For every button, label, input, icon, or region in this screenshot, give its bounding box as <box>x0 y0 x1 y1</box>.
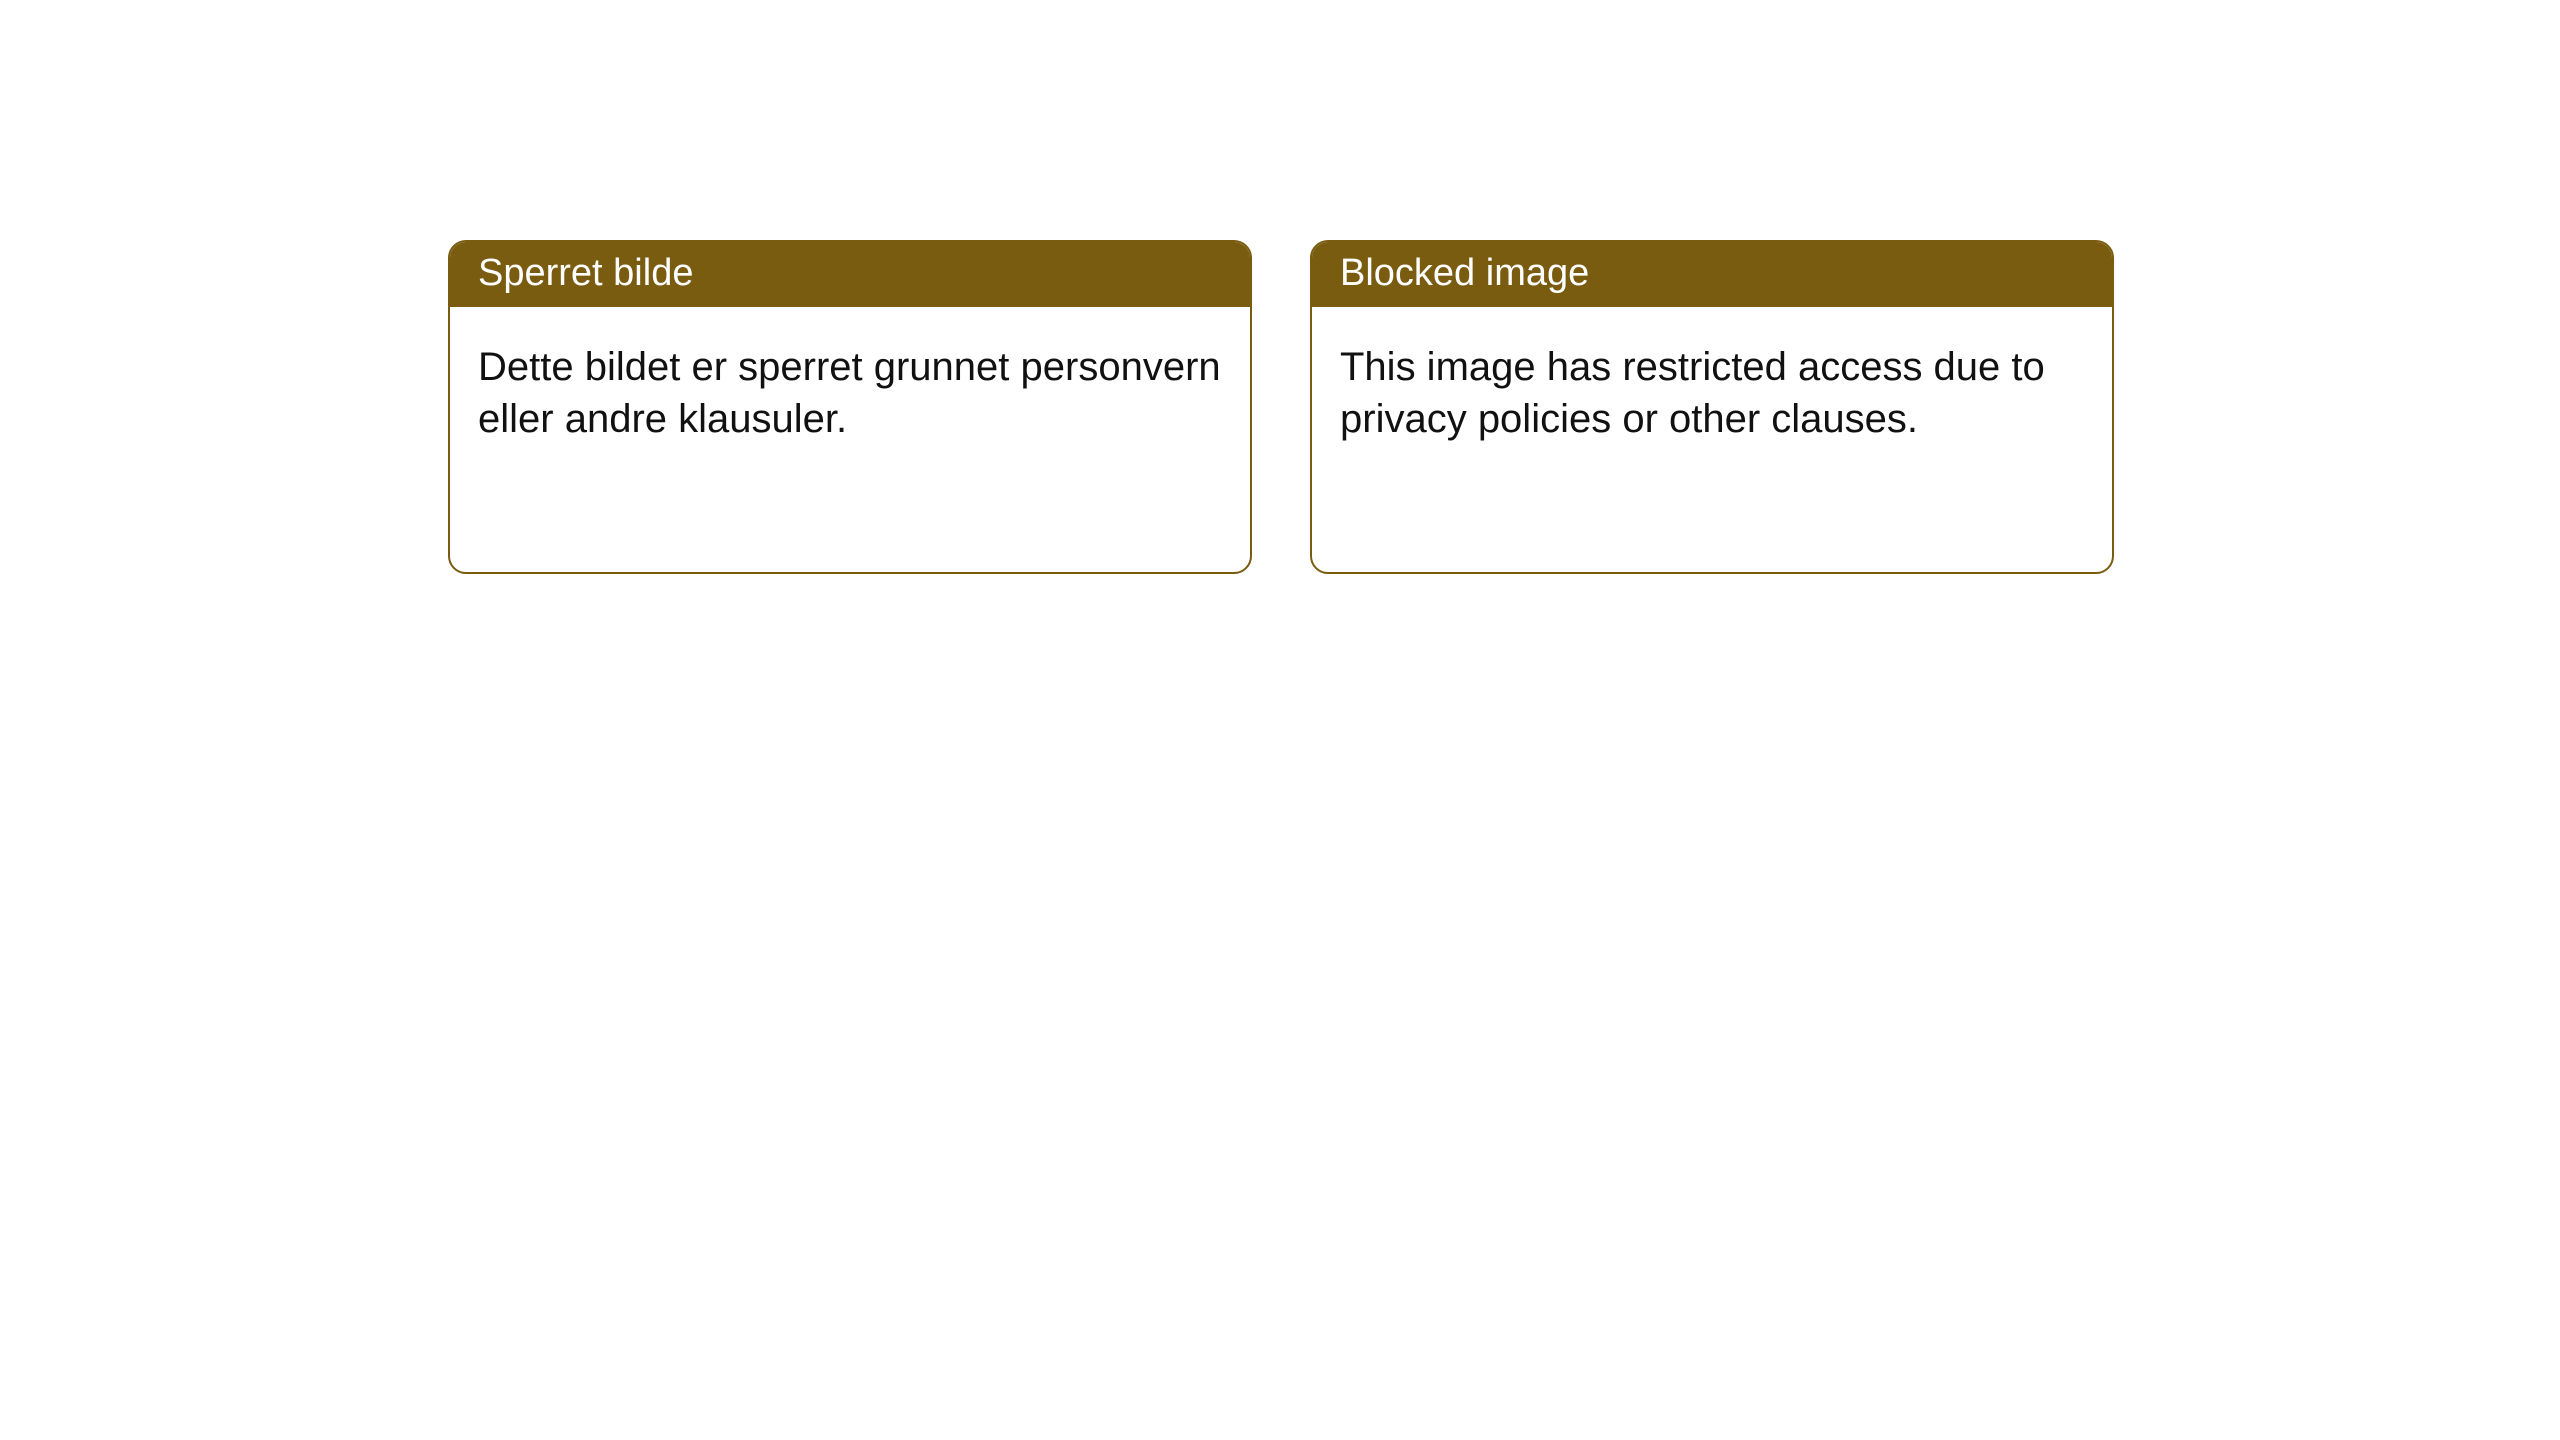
card-title: Sperret bilde <box>478 252 693 294</box>
card-header: Sperret bilde <box>450 242 1250 307</box>
notice-card-english: Blocked image This image has restricted … <box>1310 240 2114 574</box>
card-body-text: Dette bildet er sperret grunnet personve… <box>478 345 1221 441</box>
notice-card-norwegian: Sperret bilde Dette bildet er sperret gr… <box>448 240 1252 574</box>
card-header: Blocked image <box>1312 242 2112 307</box>
card-body: Dette bildet er sperret grunnet personve… <box>450 307 1250 473</box>
notice-container: Sperret bilde Dette bildet er sperret gr… <box>0 0 2560 574</box>
card-body-text: This image has restricted access due to … <box>1340 345 2045 441</box>
card-body: This image has restricted access due to … <box>1312 307 2112 473</box>
card-title: Blocked image <box>1340 252 1589 294</box>
